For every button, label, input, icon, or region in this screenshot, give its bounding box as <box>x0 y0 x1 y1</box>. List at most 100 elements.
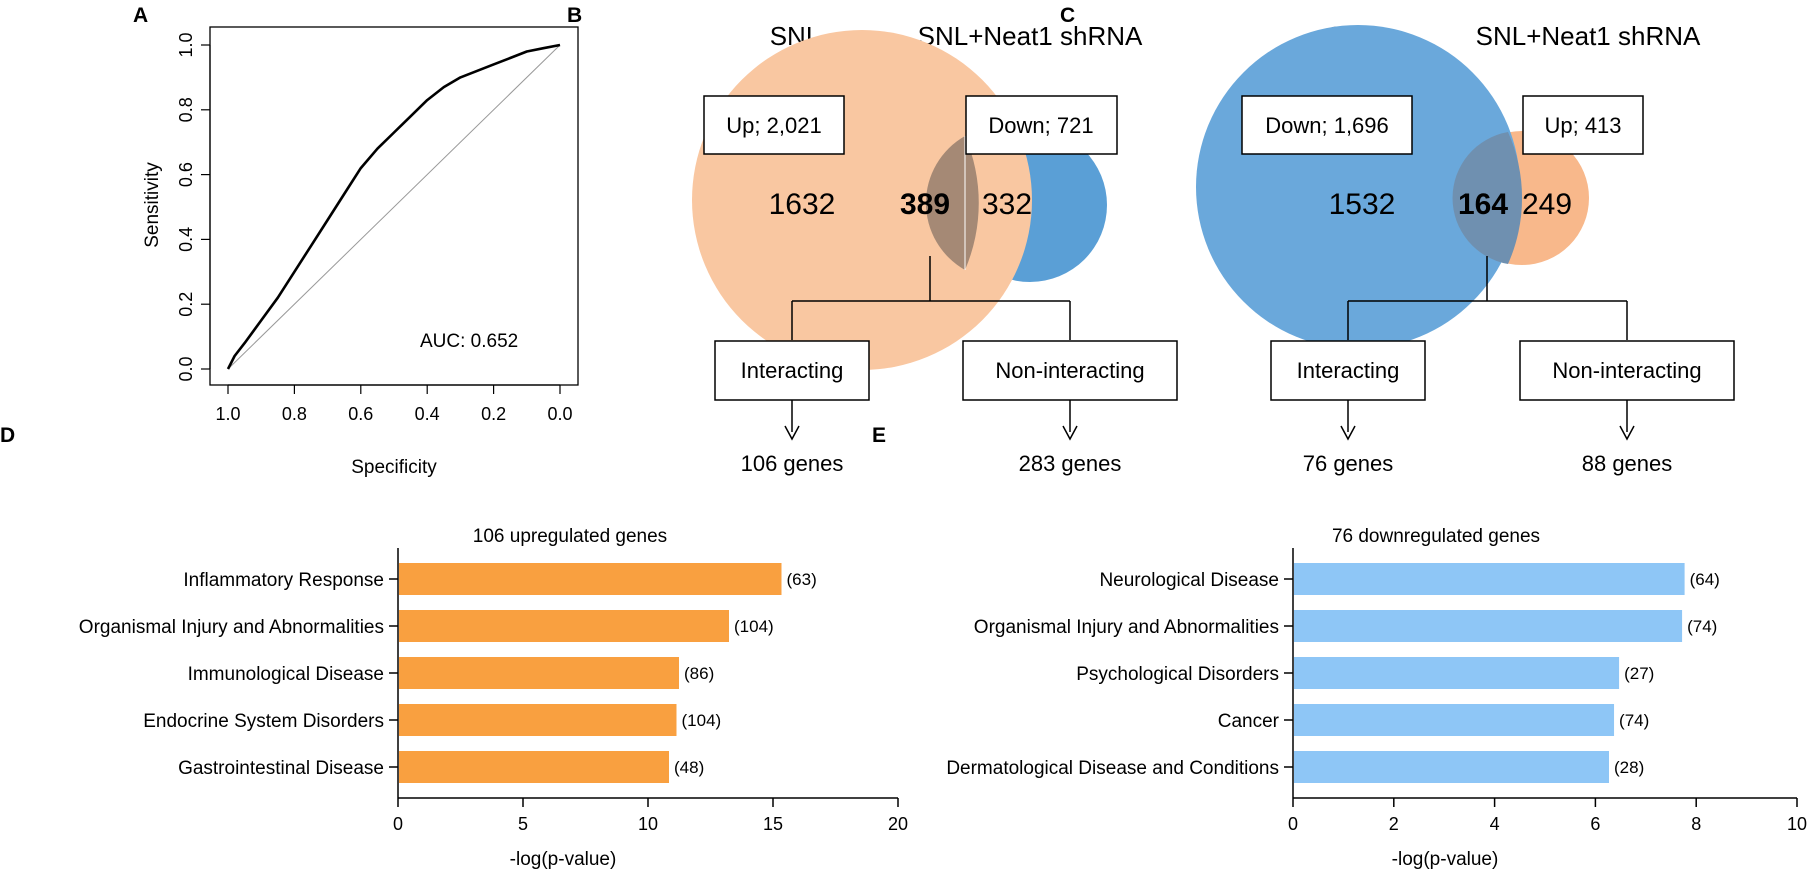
venn-b-right-box-label: Down; 721 <box>988 113 1093 138</box>
roc-x-axis-label: Specificity <box>351 457 437 478</box>
venn-b-noninteracting-box <box>962 340 1178 401</box>
bar-d-bar <box>399 563 782 595</box>
bar-e-bar <box>1294 563 1685 595</box>
bar-e-x-tick-label: 4 <box>1490 814 1500 834</box>
bar-d-title: 106 upregulated genes <box>473 526 667 547</box>
panel-label-c: C <box>1060 4 1075 27</box>
bar-e-bar-count-label: (64) <box>1690 570 1720 589</box>
roc-x-tick-label: 1.0 <box>215 404 240 424</box>
venn-b-genes-right: 283 genes <box>1019 451 1122 476</box>
venn-b-overlap-region <box>925 136 979 270</box>
bar-d-bar <box>399 704 677 736</box>
bar-chart-downregulated: 0 2 4 6 8 10 Neurological Disease (64) Organisma… <box>946 548 1807 834</box>
venn-c-right-only-count: 249 <box>1522 188 1572 221</box>
bar-e-x-tick-label: 6 <box>1590 814 1600 834</box>
bar-chart-upregulated: 0 5 10 15 20 Inflammatory Response (63) Organis… <box>79 548 908 834</box>
venn-b-arrow-left <box>784 425 800 441</box>
roc-panel: 1.0 0.8 0.6 0.4 0.2 0.0 0.0 0.2 0.4 0.6 0.8 1.0 AU… <box>142 26 579 478</box>
venn-b-genes-left: 106 genes <box>741 451 844 476</box>
roc-auc-annotation: AUC: 0.652 <box>420 331 518 352</box>
venn-c-interacting-box <box>1270 340 1426 401</box>
bar-e-title: 76 downregulated genes <box>1332 526 1540 547</box>
roc-y-axis: 0.0 0.2 0.4 0.6 0.8 1.0 <box>176 32 211 382</box>
venn-c-right-box <box>1522 95 1644 155</box>
bar-e-bar <box>1294 610 1683 642</box>
venn-c-genes-left: 76 genes <box>1303 451 1394 476</box>
bar-e-bar-count-label: (74) <box>1687 617 1717 636</box>
roc-x-tick-label: 0.4 <box>415 404 440 424</box>
bar-e-x-tick-label: 8 <box>1691 814 1701 834</box>
venn-c-noninteracting-label: Non-interacting <box>1552 358 1701 383</box>
bar-e-bar <box>1294 751 1609 783</box>
venn-b-left-box <box>703 95 845 155</box>
venn-b-right-only-count: 332 <box>982 188 1032 221</box>
bar-e-x-tick-label: 2 <box>1389 814 1399 834</box>
panel-label-b: B <box>567 4 582 27</box>
bar-d-x-tick-label: 5 <box>518 814 528 834</box>
venn-b-right-box <box>965 95 1118 155</box>
venn-c-left-box <box>1241 95 1413 155</box>
venn-b-tree-connector <box>791 256 1071 432</box>
bar-e-bar <box>1294 657 1620 689</box>
roc-curve-line <box>226 43 561 370</box>
bar-d-x-tick-label: 0 <box>393 814 403 834</box>
bar-e-bar <box>1294 704 1615 736</box>
venn-c-genes-right: 88 genes <box>1582 451 1673 476</box>
bar-e-bar-count-label: (74) <box>1619 711 1649 730</box>
bar-d-category-label: Endocrine System Disorders <box>143 711 384 732</box>
bar-e-x-tick-label: 0 <box>1288 814 1298 834</box>
bar-d-x-axis-label: -log(p-value) <box>510 849 617 870</box>
bar-d-category-label: Immunological Disease <box>188 664 384 685</box>
roc-y-tick-label: 1.0 <box>176 32 196 57</box>
venn-b-noninteracting-label: Non-interacting <box>995 358 1144 383</box>
roc-x-tick-label: 0.2 <box>481 404 506 424</box>
roc-x-tick-label: 0.6 <box>348 404 373 424</box>
roc-x-tick-label: 0.0 <box>547 404 572 424</box>
bar-e-category-label: Cancer <box>1218 711 1280 732</box>
bar-d-x-tick-label: 10 <box>638 814 658 834</box>
venn-c-right-box-label: Up; 413 <box>1544 113 1621 138</box>
bar-d-bar-count-label: (104) <box>734 617 774 636</box>
venn-c-noninteracting-box <box>1519 340 1735 401</box>
bar-e-x-axis-label: -log(p-value) <box>1392 849 1499 870</box>
bar-e-category-label: Neurological Disease <box>1099 570 1279 591</box>
venn-c-arrow-right <box>1619 425 1635 441</box>
panel-label-e: E <box>872 424 886 447</box>
roc-y-tick-label: 0.4 <box>176 227 196 252</box>
roc-x-axis: 1.0 0.8 0.6 0.4 0.2 0.0 <box>215 384 573 424</box>
roc-x-tick-label: 0.8 <box>282 404 307 424</box>
venn-c-interacting-label: Interacting <box>1297 358 1400 383</box>
bar-d-bar-count-label: (104) <box>682 711 722 730</box>
bar-d-category-label: Inflammatory Response <box>183 570 384 591</box>
venn-b-panel: SNL SNL+Neat1 shRNA Up; 2,021 Down; 721 … <box>692 21 1178 476</box>
venn-b-overlap-count: 389 <box>900 188 950 221</box>
bar-e-category-label: Organismal Injury and Abnormalities <box>974 617 1279 638</box>
bar-e-category-label: Psychological Disorders <box>1076 664 1279 685</box>
venn-c-panel: SNL SNL+Neat1 shRNA Down; 1,696 Up; 413 … <box>1196 21 1735 476</box>
venn-b-interacting-box <box>714 340 870 401</box>
venn-c-overlap-count: 164 <box>1458 188 1508 221</box>
bar-d-bar-count-label: (86) <box>684 664 714 683</box>
bar-d-bar <box>399 657 679 689</box>
roc-y-tick-label: 0.2 <box>176 292 196 317</box>
roc-y-tick-label: 0.0 <box>176 356 196 381</box>
bar-d-category-label: Organismal Injury and Abnormalities <box>79 617 384 638</box>
venn-b-left-only-count: 1632 <box>769 188 836 221</box>
bar-e-bar-count-label: (27) <box>1624 664 1654 683</box>
bar-e-x-tick-label: 10 <box>1787 814 1807 834</box>
venn-b-right-title: SNL+Neat1 shRNA <box>918 21 1143 51</box>
roc-y-axis-label: Sensitivity <box>142 162 163 248</box>
bar-e-category-label: Dermatological Disease and Conditions <box>946 758 1279 779</box>
venn-c-arrow-left <box>1340 425 1356 441</box>
venn-c-tree-connector <box>1347 256 1628 432</box>
venn-b-arrow-right <box>1062 425 1078 441</box>
panel-label-a: A <box>133 4 148 27</box>
venn-b-interacting-label: Interacting <box>741 358 844 383</box>
bar-d-bar <box>399 751 669 783</box>
venn-c-left-only-count: 1532 <box>1329 188 1396 221</box>
roc-y-tick-label: 0.8 <box>176 97 196 122</box>
roc-y-tick-label: 0.6 <box>176 162 196 187</box>
bar-d-x-tick-label: 20 <box>888 814 908 834</box>
bar-e-bar-count-label: (28) <box>1614 758 1644 777</box>
